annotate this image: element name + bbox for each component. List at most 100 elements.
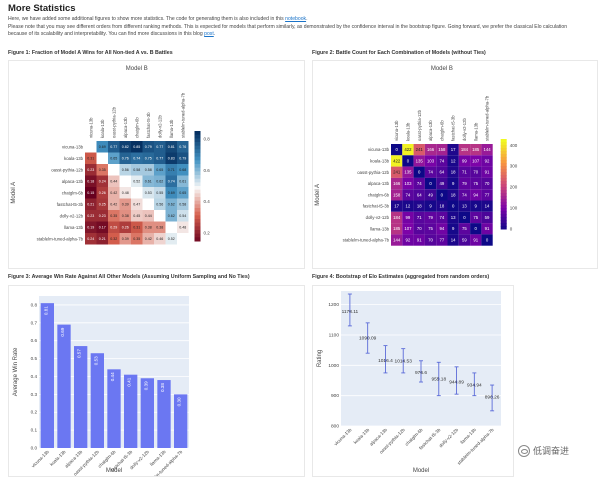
heatmap-cell — [142, 210, 154, 222]
heatmap-cell — [154, 175, 166, 187]
cell-value-label: 0.71 — [168, 168, 175, 172]
bar — [90, 353, 104, 448]
heatmap-cell — [470, 200, 482, 212]
cell-value-label: 79 — [428, 215, 433, 220]
colorbar-tick-label: 100 — [510, 206, 518, 211]
heatmap-cell — [391, 177, 403, 190]
cell-value-label: 135 — [404, 170, 412, 175]
heatmap-cell — [119, 152, 131, 164]
colorbar-segment — [500, 214, 507, 218]
heatmap-cell — [458, 177, 471, 190]
cell-value-label: 0.26 — [99, 191, 106, 195]
heatmap-cell — [177, 187, 189, 199]
cell-value-label: 99 — [462, 158, 467, 163]
heatmap-cell — [481, 211, 493, 224]
heatmap-cell — [119, 187, 131, 199]
colorbar-segment — [194, 142, 201, 147]
heatmap-cell — [119, 198, 131, 210]
cell-value-label: 9 — [452, 181, 455, 186]
cell-value-label: 0.23 — [87, 214, 94, 218]
cell-value-label: 0.52 — [133, 180, 140, 184]
fig1-heatmap[interactable]: Model B Model A vicuna-13b koala-13b oasst-p… — [9, 61, 304, 268]
heatmap-cell — [424, 144, 437, 156]
cell-value-label: 0.65 — [110, 157, 117, 161]
heatmap-cell — [177, 164, 189, 176]
heatmap-cell — [458, 166, 471, 178]
cell-value-label: 0.48 — [122, 191, 129, 195]
heatmap-cell — [447, 144, 459, 156]
fig3-bar-chart[interactable]: 0.0 0.1 0.2 0.3 0.4 0.5 0.6 0.7 0.8 0.81 vicuna-13… — [9, 286, 304, 481]
y-tick-label: 0.5 — [31, 356, 38, 361]
fig2-heatmap[interactable]: Model B Model A vicuna-13b koala-13b oasst-p… — [313, 61, 597, 268]
cell-value-label: 74 — [428, 170, 433, 175]
cell-value-label: 0 — [452, 204, 455, 209]
median-point — [348, 310, 351, 313]
intro-text-segment: . — [213, 31, 216, 38]
cell-value-label: 71 — [417, 215, 422, 220]
col-tick-label: dolly-v2-12b — [462, 118, 467, 141]
cell-value-label: 0.35 — [110, 214, 117, 218]
notebook-link[interactable]: notebook — [285, 16, 307, 22]
heatmap-cell — [447, 166, 459, 178]
cell-value-label: 0.44 — [145, 214, 152, 218]
heatmap-cell — [85, 221, 97, 233]
heatmap-cell — [402, 234, 414, 246]
heatmap-cell — [424, 177, 437, 190]
colorbar-segment — [194, 189, 201, 194]
col-tick-label: llama-13b — [169, 119, 174, 138]
cell-value-label: 241 — [416, 147, 424, 152]
bar — [107, 369, 121, 448]
cell-value-label: 422 — [404, 147, 412, 152]
bar-value-label: 0.41 — [127, 377, 132, 386]
fig3-panel: 0.0 0.1 0.2 0.3 0.4 0.5 0.6 0.7 0.8 0.81 vicuna-13… — [8, 285, 305, 481]
col-tick-label: oasst-pythia-12b — [111, 106, 116, 138]
heatmap-cell — [436, 234, 448, 246]
cell-value-label: 0.35 — [133, 237, 140, 241]
colorbar-segment — [500, 226, 507, 230]
cell-value-label: 135 — [416, 158, 424, 163]
colorbar-segment — [500, 208, 507, 212]
colorbar-segment — [500, 148, 507, 152]
colorbar-segment — [194, 160, 201, 165]
heatmap-cell — [85, 198, 97, 210]
heatmap-cell — [470, 211, 482, 224]
colorbar-segment — [194, 197, 201, 202]
colorbar-segment — [500, 217, 507, 221]
cell-value-label: 0.42 — [110, 203, 117, 207]
fig1-panel: Model B Model A vicuna-13b koala-13b oasst-p… — [8, 60, 305, 269]
heatmap-cell — [413, 211, 425, 224]
cell-value-label: 0.52 — [168, 237, 175, 241]
point-value-label: 1014.53 — [395, 358, 413, 364]
bar-value-label: 0.81 — [43, 306, 48, 315]
colorbar-segment — [500, 175, 507, 179]
point-value-label: 955.18 — [431, 376, 446, 382]
heatmap-cell — [142, 233, 154, 245]
y-tick-label: 1000 — [328, 363, 339, 369]
cell-value-label: 74 — [406, 192, 411, 197]
heatmap-cell — [391, 189, 403, 201]
blog-post-link[interactable]: post — [204, 31, 214, 38]
cell-value-label: 0.53 — [145, 191, 152, 195]
colorbar-segment — [500, 211, 507, 215]
colorbar-segment — [500, 193, 507, 197]
cell-value-label: 0 — [475, 226, 478, 231]
heatmap-cell — [119, 210, 131, 222]
x-axis-title: Model — [106, 468, 122, 474]
model-b-axis-title: Model B — [126, 66, 148, 72]
cell-value-label: 0.18 — [87, 180, 94, 184]
cell-value-label: 0.76 — [179, 145, 186, 149]
cell-value-label: 184 — [461, 147, 469, 152]
colorbar-segment — [194, 138, 201, 143]
fig4-panel: 800 900 1000 1100 1200 1178.11 vicuna-13b 1090.… — [312, 285, 514, 477]
heatmap-cell — [436, 223, 448, 235]
row-tick-label: alpaca-13b — [368, 181, 390, 186]
heatmap-cell — [391, 223, 403, 235]
row-tick-label: chatglm-6b — [62, 190, 84, 195]
heatmap-cell — [458, 234, 471, 246]
heatmap-cell — [108, 175, 120, 187]
cell-value-label: 0.58 — [145, 168, 152, 172]
heatmap-cell — [413, 223, 425, 235]
col-tick-label: vicuna-13b — [88, 117, 93, 138]
cell-value-label: 185 — [393, 226, 401, 231]
